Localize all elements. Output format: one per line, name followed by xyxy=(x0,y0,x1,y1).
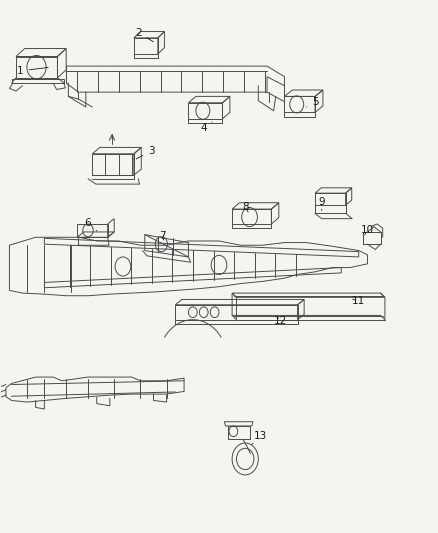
Text: 4: 4 xyxy=(201,122,212,133)
Text: 8: 8 xyxy=(242,202,248,212)
Text: 12: 12 xyxy=(273,316,287,326)
Text: 2: 2 xyxy=(135,28,153,42)
Text: 3: 3 xyxy=(136,146,155,159)
Text: 9: 9 xyxy=(318,197,325,211)
Text: 11: 11 xyxy=(352,296,365,306)
Text: 1: 1 xyxy=(17,66,48,76)
Text: 6: 6 xyxy=(85,218,97,231)
Text: 10: 10 xyxy=(361,225,374,236)
Text: 13: 13 xyxy=(252,431,267,445)
Text: 7: 7 xyxy=(159,231,166,241)
Text: 5: 5 xyxy=(306,96,318,107)
